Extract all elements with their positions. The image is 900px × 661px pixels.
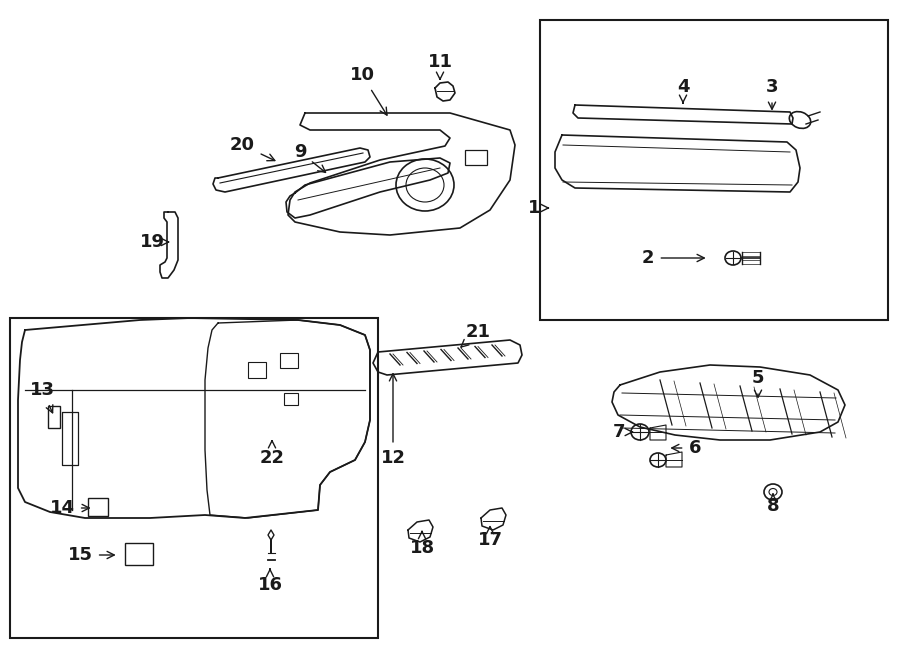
Text: 3: 3 [766,78,778,109]
Text: 20: 20 [230,136,274,161]
Text: 7: 7 [613,423,633,441]
Bar [88,498,108,516]
Bar [465,150,487,165]
Bar [540,20,888,320]
Text: 9: 9 [293,143,326,173]
Bar [48,406,60,428]
Bar [248,362,266,378]
Text: 11: 11 [428,53,453,79]
Text: 12: 12 [381,373,406,467]
Text: 21: 21 [461,323,491,347]
Text: 1: 1 [527,199,548,217]
Text: 18: 18 [410,531,435,557]
Text: 4: 4 [677,78,689,103]
Text: 15: 15 [68,546,114,564]
Text: 16: 16 [257,569,283,594]
Text: 17: 17 [478,527,502,549]
Text: 2: 2 [642,249,705,267]
Text: 6: 6 [671,439,701,457]
Bar [284,393,298,405]
Bar [10,318,378,638]
Text: 10: 10 [349,66,387,115]
Text: 5: 5 [752,369,764,397]
Text: 14: 14 [50,499,89,517]
Bar [280,353,298,368]
Text: 8: 8 [767,494,779,515]
Text: 19: 19 [140,233,168,251]
Bar [125,543,153,565]
Text: 22: 22 [259,441,284,467]
Text: 13: 13 [30,381,55,413]
